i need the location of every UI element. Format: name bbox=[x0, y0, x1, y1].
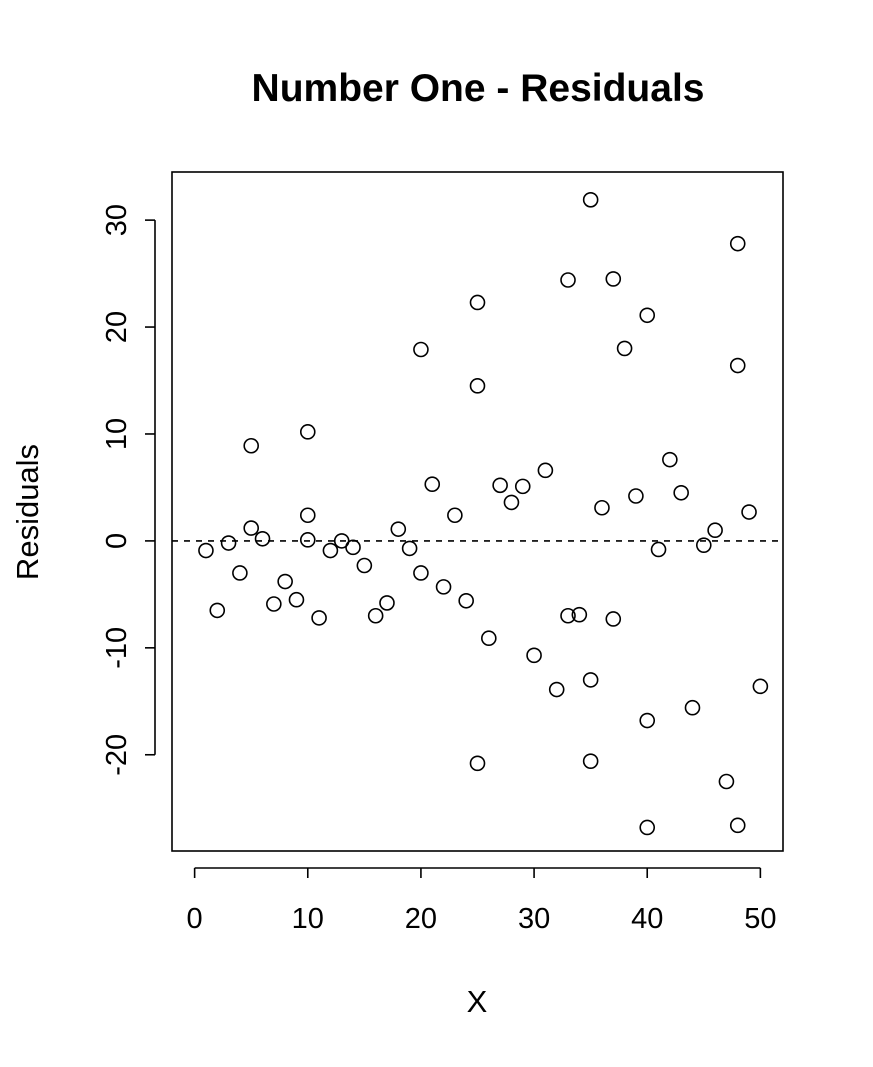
y-tick-label: 20 bbox=[101, 311, 133, 343]
data-point bbox=[401, 540, 418, 557]
data-point bbox=[413, 341, 429, 358]
data-point bbox=[707, 522, 723, 539]
data-point bbox=[650, 541, 667, 558]
data-point bbox=[322, 542, 339, 559]
data-point bbox=[390, 521, 407, 537]
data-point bbox=[729, 817, 746, 834]
data-point bbox=[639, 307, 656, 324]
data-point bbox=[243, 520, 260, 536]
y-axis: -20 -10 0 10 20 30 bbox=[101, 204, 156, 776]
data-point bbox=[288, 591, 305, 608]
y-tick-label: 0 bbox=[101, 533, 133, 549]
data-point bbox=[582, 753, 599, 769]
data-point bbox=[299, 507, 316, 524]
data-point bbox=[594, 499, 610, 516]
data-point bbox=[367, 607, 384, 624]
data-point bbox=[514, 478, 531, 495]
data-point bbox=[560, 272, 576, 288]
data-point bbox=[209, 602, 226, 619]
x-tick-label: 40 bbox=[631, 903, 663, 935]
x-tick-label: 20 bbox=[405, 903, 437, 935]
data-point bbox=[582, 672, 599, 688]
data-point bbox=[695, 537, 712, 553]
data-point bbox=[571, 606, 588, 623]
data-point bbox=[537, 462, 554, 479]
data-point bbox=[673, 484, 689, 501]
data-point bbox=[469, 755, 486, 772]
data-point bbox=[729, 235, 746, 252]
data-point bbox=[741, 504, 757, 520]
data-point bbox=[243, 437, 260, 454]
data-point bbox=[379, 595, 395, 611]
data-point bbox=[605, 271, 622, 287]
data-point bbox=[299, 424, 316, 440]
y-tick-label: -20 bbox=[101, 734, 133, 776]
data-point bbox=[469, 294, 486, 311]
data-point bbox=[492, 477, 508, 494]
data-point bbox=[481, 630, 497, 647]
x-tick-label: 0 bbox=[187, 903, 203, 935]
data-point bbox=[424, 476, 441, 493]
data-point bbox=[684, 699, 701, 716]
x-tick-label: 10 bbox=[292, 903, 324, 935]
data-point bbox=[616, 340, 633, 357]
data-point bbox=[605, 611, 622, 627]
data-point bbox=[198, 542, 214, 559]
data-point bbox=[356, 557, 373, 574]
x-tick-label: 30 bbox=[518, 903, 550, 935]
data-point bbox=[232, 565, 248, 581]
data-point bbox=[628, 488, 644, 504]
data-point bbox=[299, 532, 316, 548]
data-point bbox=[503, 494, 520, 511]
x-tick-label: 50 bbox=[744, 903, 776, 935]
x-axis-label: X bbox=[467, 984, 488, 1019]
data-point bbox=[526, 647, 542, 664]
y-tick-label: 10 bbox=[101, 418, 133, 450]
data-points bbox=[198, 192, 769, 836]
y-tick-label: 30 bbox=[101, 204, 133, 236]
data-point bbox=[311, 610, 327, 626]
data-point bbox=[560, 607, 576, 624]
x-axis: 0 10 20 30 40 50 bbox=[187, 867, 777, 935]
data-point bbox=[435, 579, 452, 595]
data-point bbox=[639, 819, 656, 836]
chart-title: Number One - Residuals bbox=[252, 67, 705, 110]
data-point bbox=[254, 530, 271, 547]
data-point bbox=[469, 378, 486, 394]
data-point bbox=[458, 592, 474, 609]
data-point bbox=[266, 596, 282, 612]
data-point bbox=[447, 507, 463, 524]
data-point bbox=[729, 357, 746, 374]
data-point bbox=[582, 192, 599, 208]
data-point bbox=[413, 565, 429, 581]
data-point bbox=[277, 573, 293, 590]
data-point bbox=[220, 535, 237, 551]
data-point bbox=[718, 773, 735, 790]
y-axis-label: Residuals bbox=[10, 444, 45, 580]
data-point bbox=[345, 539, 361, 556]
plot-frame bbox=[171, 171, 784, 852]
data-point bbox=[548, 681, 565, 698]
data-point bbox=[662, 451, 678, 468]
data-point bbox=[639, 712, 656, 729]
y-tick-label: -10 bbox=[101, 627, 133, 669]
data-point bbox=[752, 678, 769, 695]
